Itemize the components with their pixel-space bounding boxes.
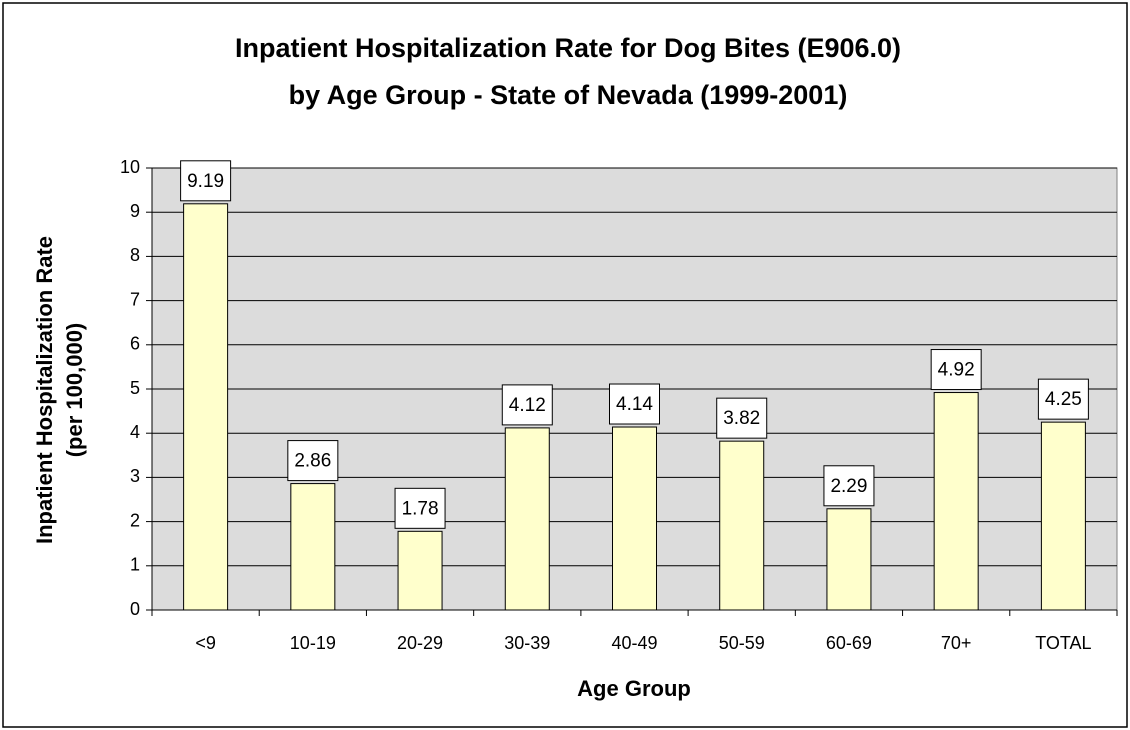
y-tick-label: 1	[130, 555, 140, 575]
bar	[183, 203, 229, 611]
y-tick-label: 3	[130, 466, 140, 486]
x-tick-label: 70+	[941, 633, 972, 653]
x-tick-label: TOTAL	[1035, 633, 1091, 653]
value-label: 3.82	[723, 408, 760, 429]
x-tick-label: 20-29	[397, 633, 443, 653]
value-label-box	[1037, 378, 1089, 420]
value-label-box	[180, 160, 232, 202]
bar	[826, 508, 872, 611]
bar	[719, 440, 765, 611]
x-tick-label: 10-19	[290, 633, 336, 653]
x-tick-label: 60-69	[826, 633, 872, 653]
value-label-box	[930, 349, 982, 391]
bar	[504, 427, 550, 611]
y-tick-label: 4	[130, 422, 140, 442]
value-label-box	[716, 397, 768, 439]
y-tick-label: 8	[130, 245, 140, 265]
bar	[290, 483, 336, 611]
y-axis-title: Inpatient Hospitalization Rate	[32, 236, 57, 544]
x-tick-label: 50-59	[719, 633, 765, 653]
bar	[1040, 421, 1086, 611]
value-label: 4.92	[938, 360, 975, 381]
value-label: 4.25	[1045, 389, 1082, 410]
value-label: 2.86	[294, 451, 331, 472]
x-tick-label: 30-39	[504, 633, 550, 653]
value-label: 4.12	[509, 395, 546, 416]
y-axis-title: (per 100,000)	[62, 323, 87, 458]
value-label-box	[609, 383, 660, 425]
y-tick-label: 7	[130, 289, 140, 309]
value-label-box	[287, 440, 339, 482]
value-label-box	[823, 465, 875, 507]
y-tick-label: 9	[130, 201, 140, 221]
x-tick-label: 40-49	[611, 633, 657, 653]
chart-title: Inpatient Hospitalization Rate for Dog B…	[235, 33, 901, 63]
y-tick-label: 2	[130, 510, 140, 530]
value-label-box	[394, 487, 446, 529]
y-tick-label: 10	[120, 157, 140, 177]
bar	[397, 530, 443, 611]
value-label-box	[501, 384, 553, 426]
y-tick-label: 6	[130, 334, 140, 354]
value-label: 4.14	[616, 394, 653, 415]
value-label: 2.29	[830, 476, 867, 497]
y-tick-label: 5	[130, 378, 140, 398]
x-axis-title: Age Group	[577, 676, 691, 701]
value-label: 1.78	[402, 498, 439, 519]
y-tick-label: 0	[130, 599, 140, 619]
x-tick-label: <9	[195, 633, 216, 653]
bar	[612, 426, 657, 611]
value-label: 9.19	[187, 171, 224, 192]
bar	[933, 392, 979, 611]
chart-title: by Age Group - State of Nevada (1999-200…	[289, 80, 848, 110]
